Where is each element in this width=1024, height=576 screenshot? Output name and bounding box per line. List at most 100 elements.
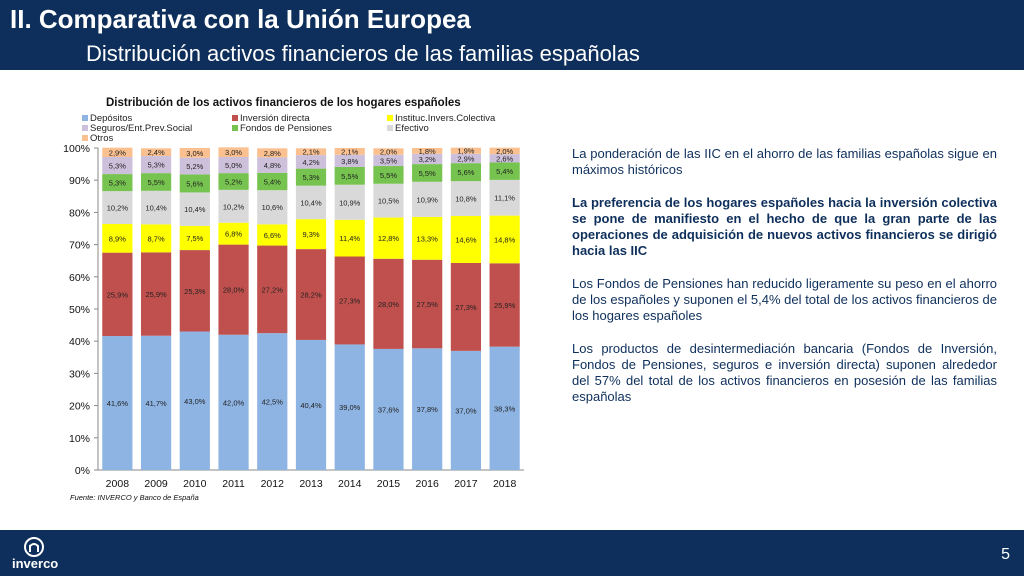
- bar-segment: [450, 350, 482, 470]
- legend-swatch: [232, 125, 238, 132]
- bar-segment: [102, 223, 133, 253]
- text-paragraph-4: Los productos de desintermediación banca…: [572, 341, 997, 404]
- bar-segment: [140, 335, 172, 470]
- bar-segment: [489, 154, 520, 163]
- logo-text: inverco: [12, 556, 59, 571]
- bar-segment: [489, 263, 520, 347]
- bar-segment: [295, 219, 327, 250]
- data-label: 12,8%: [378, 234, 400, 243]
- data-label: 5,5%: [419, 169, 436, 178]
- data-label: 5,6%: [186, 179, 203, 188]
- data-label: 43,0%: [184, 397, 206, 406]
- data-label: 40,4%: [300, 401, 322, 410]
- legend-item: Otros: [82, 133, 113, 144]
- bar-segment: [179, 250, 210, 332]
- bar-segment: [373, 217, 404, 259]
- bar-segment: [334, 154, 365, 167]
- bar-segment: [179, 225, 210, 251]
- data-label: 3,8%: [341, 157, 358, 166]
- bar-segment: [489, 147, 520, 155]
- legend-swatch: [82, 125, 88, 132]
- data-label: 2,9%: [457, 154, 474, 163]
- bar-segment: [140, 156, 172, 174]
- bar-segment: [412, 153, 443, 165]
- bar-segment: [257, 172, 288, 191]
- legend-swatch: [387, 125, 393, 132]
- data-label: 3,0%: [225, 148, 242, 157]
- data-label: 11,1%: [494, 194, 515, 203]
- data-label: 2,1%: [302, 148, 319, 157]
- data-label: 14,8%: [494, 235, 516, 244]
- bar-segment: [218, 147, 249, 158]
- bar-segment: [218, 334, 249, 470]
- legend-item: Fondos de Pensiones: [232, 123, 332, 134]
- text-paragraph-3: Los Fondos de Pensiones han reducido lig…: [572, 276, 997, 323]
- legend-label: Otros: [90, 133, 114, 144]
- data-label: 10,8%: [455, 195, 477, 204]
- y-tick-label: 20%: [69, 401, 90, 413]
- data-label: 9,3%: [302, 230, 319, 239]
- bar-segment: [373, 154, 404, 167]
- y-tick-label: 0%: [75, 465, 90, 477]
- data-label: 5,3%: [302, 173, 319, 182]
- legend-item: Seguros/Ent.Prev.Social: [82, 123, 192, 134]
- data-label: 5,2%: [225, 177, 242, 186]
- bar-segment: [489, 346, 520, 470]
- data-label: 3,2%: [419, 155, 436, 164]
- data-label: 7,5%: [186, 234, 203, 243]
- bar-segment: [179, 331, 210, 470]
- data-label: 5,0%: [225, 161, 242, 170]
- data-label: 5,3%: [109, 179, 126, 188]
- bar-segment: [102, 174, 133, 192]
- data-label: 10,9%: [339, 198, 361, 207]
- data-label: 27,3%: [339, 296, 361, 305]
- bar-segment: [450, 153, 482, 164]
- data-label: 38,3%: [494, 404, 516, 413]
- bar-segment: [412, 181, 443, 217]
- legend-swatch: [387, 115, 393, 122]
- data-label: 42,0%: [223, 398, 245, 407]
- bar-segment: [334, 344, 365, 470]
- header-bar: [0, 0, 1024, 70]
- data-label: 4,8%: [264, 161, 281, 170]
- bar-segment: [140, 190, 172, 225]
- page-number: 5: [1001, 546, 1010, 563]
- data-label: 5,5%: [380, 171, 397, 180]
- bar-segment: [412, 148, 443, 154]
- data-label: 2,6%: [496, 154, 513, 163]
- bar-segment: [412, 348, 443, 470]
- data-label: 37,8%: [417, 405, 439, 414]
- bar-segment: [218, 222, 249, 245]
- legend-label: Inversión directa: [240, 113, 310, 124]
- bar-segment: [334, 148, 365, 155]
- bar-segment: [373, 348, 404, 470]
- bar-segment: [334, 184, 365, 220]
- x-tick-label: 2008: [106, 478, 130, 490]
- bar-segment: [450, 181, 482, 216]
- bar-segment: [257, 148, 288, 158]
- x-tick-label: 2017: [454, 478, 478, 490]
- bar-segment: [373, 148, 404, 155]
- legend-swatch: [232, 115, 238, 122]
- data-label: 39,0%: [339, 403, 361, 412]
- bar-segment: [257, 190, 288, 225]
- data-label: 25,9%: [494, 301, 516, 310]
- legend-item: Inversión directa: [232, 113, 310, 124]
- data-label: 37,0%: [455, 406, 477, 415]
- data-label: 5,3%: [148, 161, 165, 170]
- bar-segment: [412, 164, 443, 182]
- bar-segment: [295, 148, 327, 156]
- data-label: 41,6%: [107, 399, 129, 408]
- x-tick-label: 2010: [183, 478, 207, 490]
- x-tick-label: 2016: [416, 478, 440, 490]
- data-label: 28,0%: [378, 300, 400, 309]
- bar-segment: [257, 224, 288, 246]
- data-label: 25,9%: [145, 290, 167, 299]
- legend-label: Fondos de Pensiones: [240, 123, 332, 134]
- bar-segment: [334, 166, 365, 185]
- data-label: 8,7%: [148, 234, 165, 243]
- y-tick-label: 30%: [69, 368, 90, 380]
- data-label: 25,9%: [107, 290, 129, 299]
- data-label: 6,6%: [264, 231, 281, 240]
- data-label: 2,8%: [264, 149, 281, 158]
